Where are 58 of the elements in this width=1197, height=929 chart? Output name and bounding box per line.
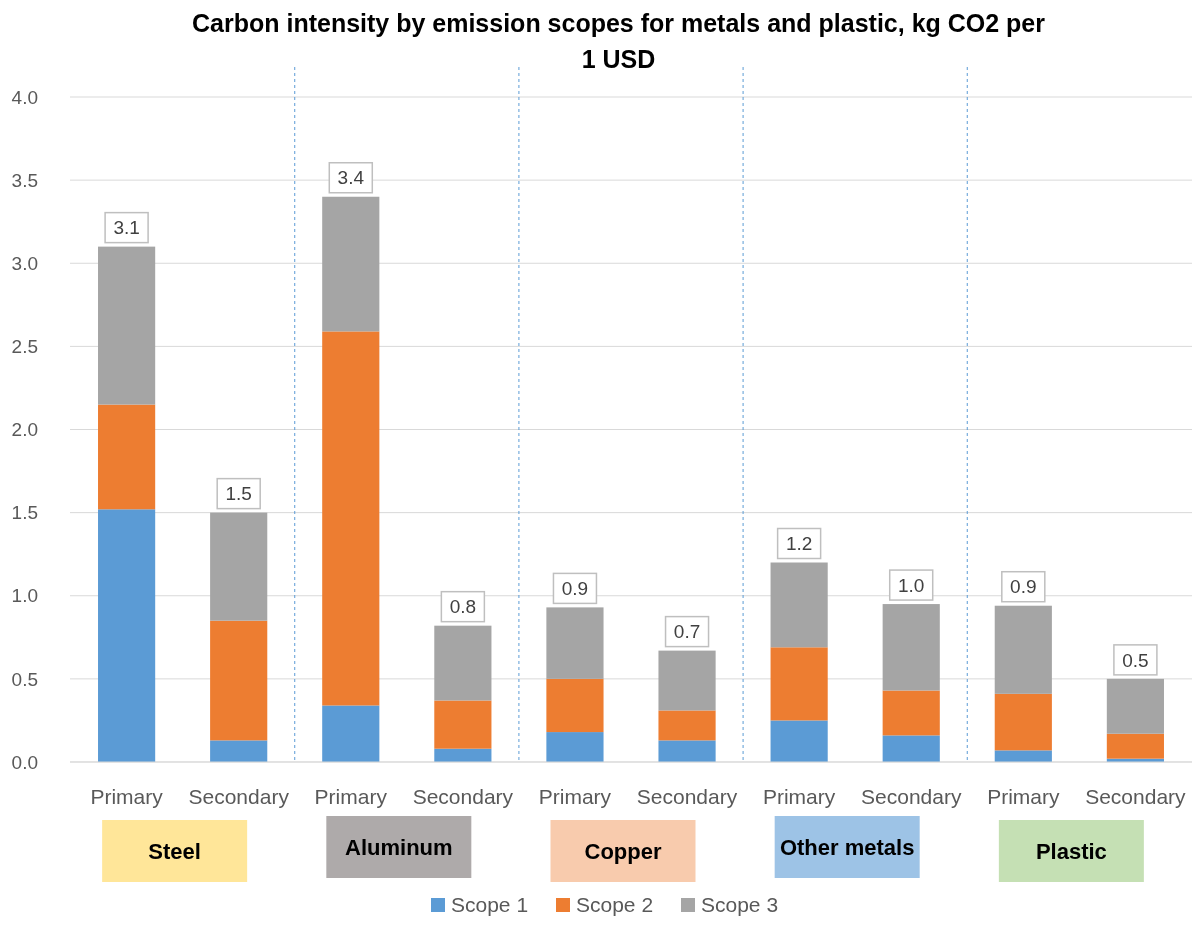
y-tick-label: 3.5 [11, 169, 38, 191]
bar [98, 404, 156, 510]
y-tick-label: 1.0 [11, 585, 38, 607]
total-label: 0.5 [1122, 649, 1149, 671]
x-tick-label: Primary [314, 785, 388, 808]
x-tick-label: Secondary [861, 785, 962, 808]
bar [322, 705, 380, 762]
bar [210, 620, 268, 741]
text: Steel [148, 838, 201, 864]
total-label: 1.2 [785, 533, 813, 555]
bar [658, 740, 716, 762]
bar [434, 700, 492, 749]
x-tick-label: Primary [762, 785, 836, 808]
bar [882, 735, 940, 762]
bar [994, 750, 1052, 762]
total-label: 0.7 [673, 621, 701, 643]
bar [770, 647, 828, 721]
x-tick-label: Primary [90, 785, 164, 808]
y-tick-label: 1.5 [11, 502, 38, 524]
bar [546, 732, 604, 762]
x-tick-label: Secondary [412, 785, 514, 808]
x-tick-label: Secondary [636, 785, 738, 808]
text: Other metals [779, 834, 915, 860]
total-label: 3.1 [113, 217, 140, 239]
bar [882, 690, 940, 736]
x-tick-label: Primary [538, 785, 612, 808]
y-tick-label: 2.0 [11, 419, 38, 441]
text: Aluminum [345, 834, 453, 860]
bar [546, 678, 604, 733]
bar [210, 740, 268, 762]
bar [1106, 733, 1164, 759]
legend-label: Scope 3 [701, 893, 779, 916]
y-tick-label: 0.5 [11, 668, 38, 690]
bar [322, 331, 380, 706]
x-tick-label: Secondary [1085, 785, 1187, 808]
bar [98, 509, 156, 762]
bar [770, 720, 828, 762]
bar [434, 748, 492, 762]
y-tick-label: 0.0 [11, 751, 38, 773]
chart-title: Carbon intensity by emission scopes for metals and plastic, kg CO2 per 1 USD [191, 9, 1046, 73]
bar [882, 604, 940, 691]
y-tick-label: 3.0 [11, 252, 38, 274]
y-tick-label: 4.0 [11, 86, 38, 108]
bar [658, 710, 716, 741]
bar [994, 693, 1052, 751]
total-label: 0.8 [449, 596, 477, 618]
total-label: 0.9 [1010, 576, 1037, 598]
total-label: 1.0 [898, 574, 925, 596]
y-tick-label: 2.5 [11, 336, 38, 358]
x-tick-label: Primary [987, 785, 1060, 808]
total-label: 0.9 [561, 578, 589, 600]
total-label: 3.4 [337, 167, 365, 189]
x-tick-label: Secondary [188, 785, 290, 808]
text: Plastic [1035, 838, 1107, 864]
text: Copper [584, 838, 662, 864]
total-label: 1.5 [225, 483, 252, 505]
legend-label: Scope 1 [451, 893, 529, 916]
legend-label: Scope 2 [576, 893, 654, 916]
